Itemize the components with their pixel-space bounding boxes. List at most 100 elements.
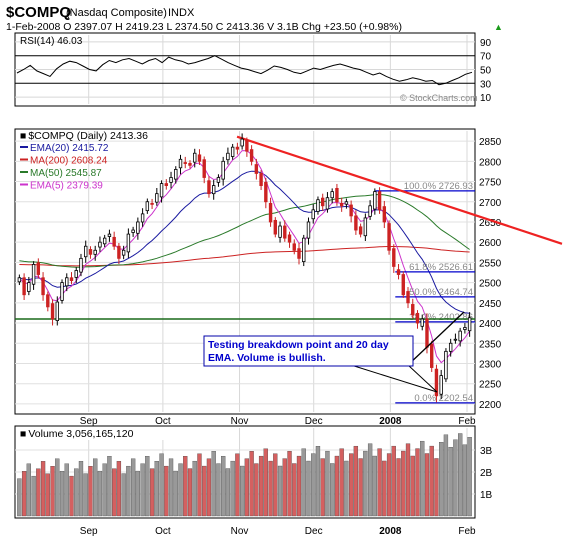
volume-bar: [263, 448, 268, 517]
volume-tick-label: 2B: [480, 468, 493, 479]
candle-body: [41, 277, 45, 296]
candle-body: [31, 264, 36, 285]
candle-body: [425, 318, 429, 348]
price-tick-label: 2350: [479, 339, 502, 350]
candle-body: [27, 282, 31, 292]
candle-body: [444, 350, 448, 380]
candle-body: [249, 149, 254, 162]
volume-bar: [159, 453, 164, 517]
volume-bar: [287, 450, 292, 517]
callout-line-2: EMA. Volume is bullish.: [208, 352, 326, 364]
legend-label: MA(200) 2608.24: [30, 156, 108, 167]
volume-bar: [363, 450, 368, 517]
candle-body: [387, 223, 391, 251]
volume-bar: [225, 468, 231, 517]
price-tick-label: 2250: [479, 380, 502, 391]
candle-body: [373, 191, 377, 210]
volume-bar: [268, 460, 273, 517]
rsi-ticks: 90 70 50 30 10: [480, 38, 492, 104]
x-tick-label: Oct: [155, 416, 171, 427]
volume-bar: [168, 458, 174, 517]
candle-body: [339, 202, 344, 207]
volume-tick-label: 1B: [480, 490, 493, 501]
candle-body: [273, 219, 278, 235]
candle-body: [377, 191, 382, 211]
candle-body: [401, 274, 405, 296]
candle-body: [178, 158, 183, 169]
x-tick-label: Oct: [155, 526, 171, 537]
candle-body: [354, 215, 358, 231]
price-ticks: 2850 2800 2750 2700 2650 2600 2550 2500 2450 2400…: [479, 137, 502, 411]
volume-bar: [239, 465, 245, 517]
volume-bar: [31, 475, 36, 517]
candle-body: [240, 138, 244, 147]
quote-line: 1-Feb-2008 O 2397.07 H 2419.23 L 2374.50…: [6, 21, 402, 33]
fib-label: 0.0% 2202.54: [414, 393, 473, 404]
candle-body: [283, 225, 287, 239]
volume-bar: [50, 466, 55, 517]
candle-body: [60, 282, 64, 301]
volume-bar: [358, 458, 363, 517]
volume-bar: [462, 444, 468, 517]
candle-body: [321, 197, 325, 207]
volume-bar: [277, 465, 283, 517]
volume-bar: [249, 451, 254, 517]
x-tick-label: Feb: [458, 416, 476, 427]
candle-body: [230, 146, 235, 157]
candle-body: [306, 221, 311, 239]
volume-bar: [192, 460, 197, 517]
volume-bar: [121, 473, 126, 517]
x-tick-label: Dec: [305, 526, 323, 537]
price-panel: 2850 2800 2750 2700 2650 2600 2550 2500 2450 2400…: [14, 128, 563, 427]
candle-body: [420, 318, 424, 327]
candle-body: [325, 197, 330, 210]
volume-bar: [320, 458, 325, 517]
fib-label: 100.0% 2726.93: [404, 181, 473, 192]
candle-body: [411, 304, 415, 316]
price-tick-label: 2200: [479, 400, 502, 411]
candle-body: [363, 217, 368, 237]
volume-label: ■ Volume 3,056,165,120: [20, 428, 134, 440]
volume-bar: [467, 437, 472, 517]
x-tick-label: 2008: [379, 526, 402, 537]
volume-bar: [386, 453, 392, 517]
volume-bar: [235, 453, 240, 517]
candle-body: [50, 303, 55, 320]
price-tick-label: 2700: [479, 198, 502, 209]
price-tick-label: 2450: [479, 299, 502, 310]
candle-body: [316, 199, 320, 212]
volume-bar: [149, 468, 155, 517]
candle-body: [448, 342, 453, 352]
volume-bar: [401, 450, 406, 517]
volume-bar: [434, 458, 439, 517]
callout: Testing breakdown point and 20 day EMA. …: [203, 311, 465, 393]
candle-body: [268, 202, 273, 223]
fib-label: 50.0% 2464.74: [409, 287, 473, 298]
candle-body: [107, 233, 112, 237]
candle-body: [344, 201, 349, 205]
volume-bar: [40, 461, 46, 517]
candle-body: [216, 177, 221, 183]
volume-bar: [206, 458, 212, 517]
candle-body: [93, 249, 97, 255]
candle-body: [254, 164, 259, 174]
price-marker-icon: ■: [20, 130, 26, 142]
volume-bar: [396, 458, 401, 517]
price-tick-label: 2400: [479, 319, 502, 330]
volume-label-bg: [17, 428, 167, 440]
price-tick-label: 2650: [479, 218, 502, 229]
volume-bar: [443, 434, 449, 517]
candle-body: [126, 233, 131, 253]
volume-bar: [183, 456, 188, 517]
candle-body: [349, 204, 353, 217]
candle-body: [17, 277, 22, 283]
x-tick-label: Nov: [231, 526, 249, 537]
volume-bar: [45, 473, 50, 517]
volume-bar: [211, 451, 216, 517]
price-legend: ■ $COMPQ (Daily) 2413.36 EMA(20) 2415.72 M…: [20, 130, 148, 192]
volume-bar: [107, 456, 112, 517]
volume-bar: [221, 455, 226, 517]
x-tick-label: Sep: [80, 416, 98, 427]
rsi-label: RSI(14) 46.03: [20, 36, 83, 47]
